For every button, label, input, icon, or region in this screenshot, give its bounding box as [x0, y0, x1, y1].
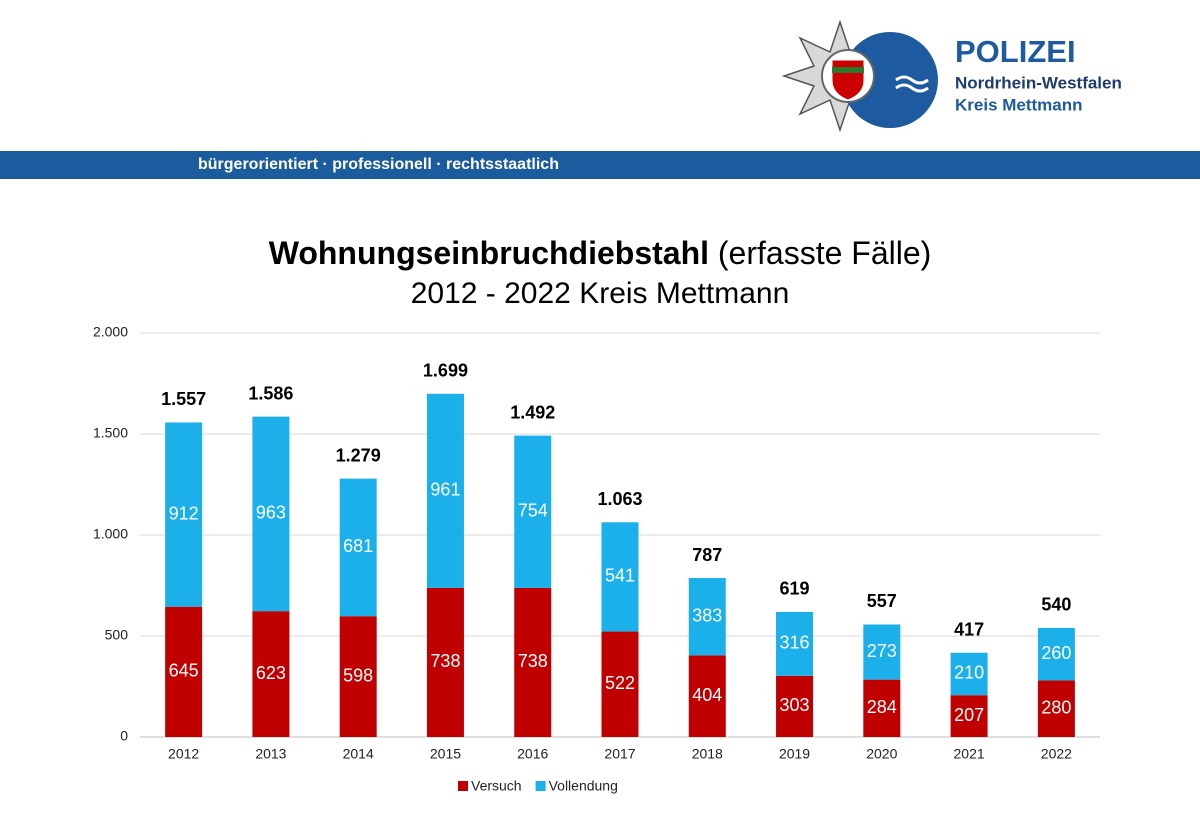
bar-segment — [165, 422, 203, 607]
value-label: 280 — [1041, 697, 1071, 717]
total-label: 557 — [867, 591, 897, 611]
banner — [0, 151, 1200, 179]
brand: POLIZEI — [955, 34, 1076, 69]
x-tick-label: 2018 — [692, 746, 723, 762]
bar-segment — [252, 611, 290, 737]
value-label: 961 — [430, 480, 460, 500]
value-label: 738 — [430, 651, 460, 671]
x-tick-label: 2017 — [604, 746, 635, 762]
bar-segment — [688, 578, 726, 656]
value-label: 645 — [169, 661, 199, 681]
legend-swatch — [535, 781, 546, 791]
bar-segment — [514, 435, 552, 588]
region: Nordrhein-Westfalen — [955, 73, 1122, 92]
total-label: 1.063 — [597, 489, 642, 509]
value-label: 383 — [692, 605, 722, 625]
value-label: 912 — [169, 503, 199, 523]
bar-segment — [776, 611, 814, 676]
value-label: 273 — [867, 641, 897, 661]
bar-segment — [426, 587, 464, 737]
value-label: 260 — [1041, 643, 1071, 663]
value-label: 963 — [256, 503, 286, 523]
total-label: 1.699 — [423, 361, 468, 381]
value-label: 303 — [780, 695, 810, 715]
motto: bürgerorientiert · professionell · recht… — [198, 156, 559, 173]
bar-segment — [863, 679, 901, 737]
x-tick-label: 2019 — [779, 746, 810, 762]
bar-segment — [1037, 627, 1075, 681]
total-label: 417 — [954, 620, 984, 640]
bar-segment — [601, 631, 639, 737]
y-tick-label: 2.000 — [93, 324, 128, 340]
y-tick-label: 1.000 — [93, 526, 128, 542]
bar-segment — [339, 478, 377, 617]
legend-label: Versuch — [471, 778, 522, 794]
value-label: 522 — [605, 673, 635, 693]
total-label: 1.557 — [161, 389, 206, 409]
bar-segment — [776, 675, 814, 737]
total-label: 1.279 — [336, 445, 381, 465]
value-label: 541 — [605, 566, 635, 586]
x-tick-label: 2022 — [1041, 746, 1072, 762]
y-tick-label: 0 — [120, 728, 128, 744]
value-label: 210 — [954, 663, 984, 683]
legend-swatch — [458, 781, 468, 791]
x-tick-label: 2012 — [168, 746, 199, 762]
bar-segment — [688, 655, 726, 737]
x-tick-label: 2015 — [430, 746, 461, 762]
bar-segment — [426, 393, 464, 588]
value-label: 623 — [256, 663, 286, 683]
total-label: 540 — [1041, 595, 1071, 615]
value-label: 681 — [343, 536, 373, 556]
value-label: 738 — [518, 651, 548, 671]
y-tick-label: 500 — [105, 627, 129, 643]
bar-segment — [252, 416, 290, 612]
title-note: (erfasste Fälle) — [718, 235, 931, 271]
title-main: Wohnungseinbruchdiebstahl — [269, 235, 709, 271]
x-tick-label: 2021 — [954, 746, 985, 762]
value-label: 316 — [780, 633, 810, 653]
x-tick-label: 2016 — [517, 746, 548, 762]
bar-segment — [339, 616, 377, 737]
bar-segment — [950, 652, 988, 696]
total-label: 1.586 — [248, 383, 293, 403]
x-tick-label: 2014 — [343, 746, 374, 762]
value-label: 284 — [867, 697, 897, 717]
bar-segment — [165, 606, 203, 737]
legend-label: Vollendung — [549, 778, 618, 794]
y-tick-label: 1.500 — [93, 425, 128, 441]
chart-subtitle: 2012 - 2022 Kreis Mettmann — [411, 277, 790, 310]
bar-segment — [514, 587, 552, 737]
total-label: 619 — [780, 579, 810, 599]
value-label: 207 — [954, 705, 984, 725]
x-tick-label: 2013 — [255, 746, 286, 762]
chart-title: Wohnungseinbruchdiebstahl (erfasste Fäll… — [269, 235, 932, 271]
value-label: 404 — [692, 685, 722, 705]
logo — [781, 19, 938, 133]
total-label: 787 — [692, 545, 722, 565]
district: Kreis Mettmann — [955, 95, 1083, 114]
bar-segment — [601, 522, 639, 632]
value-label: 598 — [343, 665, 373, 685]
x-tick-label: 2020 — [866, 746, 897, 762]
bar-segment — [863, 624, 901, 680]
bar-segment — [1037, 680, 1075, 737]
bar-segment — [950, 695, 988, 737]
value-label: 754 — [518, 501, 548, 521]
total-label: 1.492 — [510, 402, 555, 422]
